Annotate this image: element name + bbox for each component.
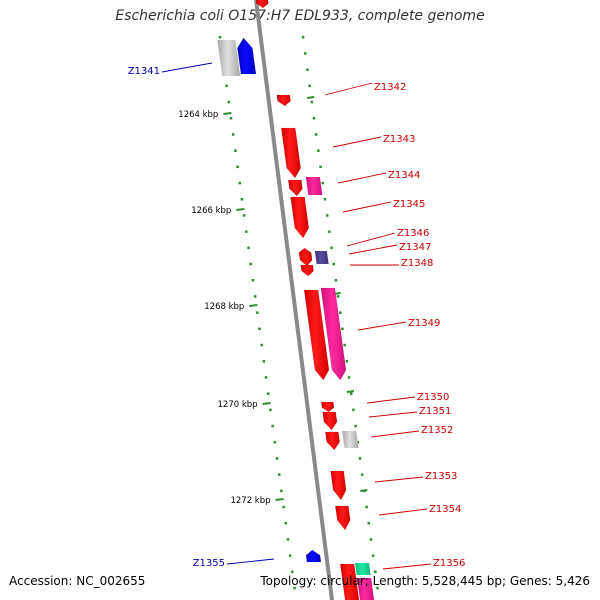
- gene-arrow: [237, 37, 257, 75]
- gene-label[interactable]: Z1348: [401, 258, 433, 269]
- gene-arrow: [335, 505, 351, 531]
- gene-leader-line: [348, 244, 398, 255]
- gene-box: [355, 563, 371, 575]
- gene-label[interactable]: Z1343: [383, 134, 415, 145]
- map-title: Escherichia coli O157:H7 EDL933, complet…: [115, 8, 485, 24]
- gene-arrow: [330, 470, 347, 501]
- gene-box: [340, 564, 360, 600]
- kbp-tick: [275, 498, 284, 501]
- gene-leader-line: [374, 476, 424, 483]
- gene-leader-line: [382, 563, 432, 570]
- gene-leader-line: [332, 136, 382, 148]
- accession-text: Accession: NC_002655: [9, 574, 146, 588]
- kbp-label: 1272 kbp: [230, 496, 270, 506]
- gene-label[interactable]: Z1347: [399, 242, 431, 253]
- kbp-tick: [249, 304, 258, 307]
- gene-arrow: [298, 252, 313, 267]
- scale-ticks: [218, 36, 379, 590]
- gene-leader-line: [370, 430, 420, 438]
- kbp-label: 1268 kbp: [204, 302, 244, 312]
- genome-backbone: [254, 0, 334, 600]
- gene-label[interactable]: Z1341: [128, 66, 160, 77]
- gene-label[interactable]: Z1350: [417, 392, 449, 403]
- gene-arrow: [255, 0, 269, 9]
- gene-label[interactable]: Z1349: [408, 318, 440, 329]
- gene-arrow: [320, 287, 347, 381]
- gene-leader-line: [161, 62, 213, 73]
- gene-label[interactable]: Z1356: [433, 558, 465, 569]
- gene-leader-line: [366, 396, 416, 404]
- gene-box: [314, 251, 329, 264]
- gene-arrow: [325, 431, 340, 451]
- gene-label[interactable]: Z1355: [193, 558, 225, 569]
- gene-label[interactable]: Z1344: [388, 170, 420, 181]
- gene-label[interactable]: Z1345: [393, 199, 425, 210]
- gene-arrow: [322, 411, 338, 431]
- kbp-tick: [236, 208, 245, 211]
- gene-arrow: [303, 289, 330, 381]
- kbp-label: 1266 kbp: [191, 206, 231, 216]
- genome-summary-text: Topology: circular; Length: 5,528,445 bp…: [260, 574, 590, 588]
- kbp-label: 1264 kbp: [178, 110, 218, 120]
- gene-arrow: [290, 196, 310, 239]
- kbp-label: 1270 kbp: [218, 400, 258, 410]
- gene-arrow: [300, 264, 314, 277]
- gene-label[interactable]: Z1353: [425, 471, 457, 482]
- gene-leader-line: [378, 508, 428, 516]
- gene-arrow: [276, 94, 291, 107]
- gene-box: [342, 431, 359, 448]
- gene-leader-line: [357, 321, 407, 331]
- gene-label[interactable]: Z1354: [429, 504, 461, 515]
- gene-arrow: [321, 401, 335, 413]
- gene-leader-line: [368, 411, 418, 418]
- kbp-tick: [262, 402, 271, 405]
- gene-label[interactable]: Z1342: [374, 82, 406, 93]
- gene-label[interactable]: Z1352: [421, 425, 453, 436]
- gene-box: [217, 40, 241, 76]
- gene-leader-line: [324, 82, 373, 96]
- gene-leader-line: [226, 558, 275, 565]
- gene-arrow: [280, 127, 301, 179]
- gene-arrow: [305, 549, 322, 563]
- gene-label[interactable]: Z1346: [397, 228, 429, 239]
- gene-label[interactable]: Z1351: [419, 406, 451, 417]
- gene-box: [305, 177, 323, 195]
- gene-arrow: [287, 179, 303, 197]
- gene-leader-line: [342, 201, 392, 213]
- kbp-tick: [223, 112, 232, 115]
- gene-leader-line: [337, 172, 387, 184]
- gene-box: [357, 578, 375, 600]
- gene-leader-line: [346, 232, 396, 247]
